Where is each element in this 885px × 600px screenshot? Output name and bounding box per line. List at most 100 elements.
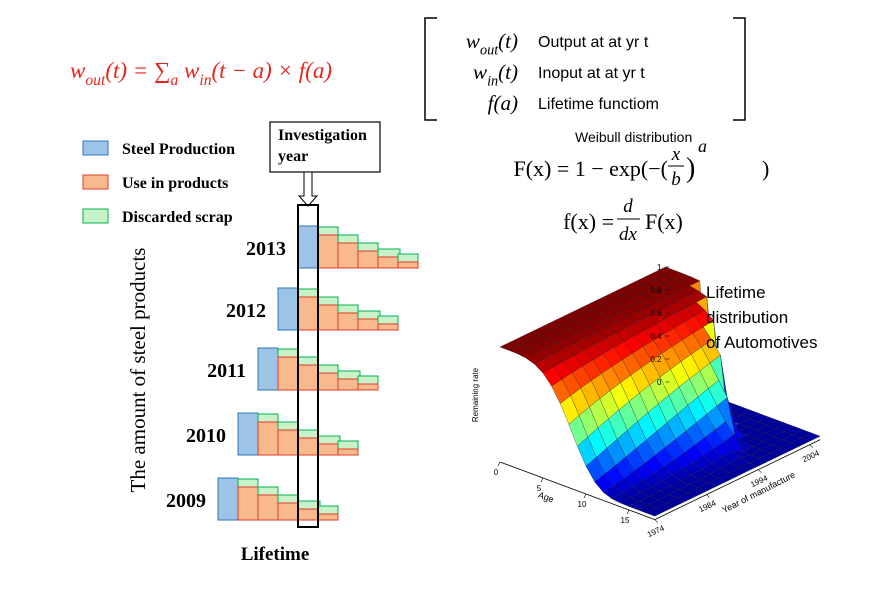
- bracket: [424, 17, 746, 121]
- definition: Lifetime functiom: [538, 96, 659, 113]
- legend-swatch: [82, 208, 109, 224]
- legend-label: Discarded scrap: [122, 209, 233, 226]
- math-part: w: [70, 58, 86, 83]
- scrap-bar: [317, 505, 339, 515]
- z-tick-label: 0: [657, 378, 662, 387]
- scrap-bar: [377, 315, 399, 325]
- math: f(a): [488, 91, 518, 115]
- cdf-close: ): [686, 153, 695, 184]
- use-bar: [297, 437, 319, 456]
- cdf-den: b: [671, 169, 681, 190]
- age-tick: [583, 493, 587, 499]
- math-part: w: [178, 58, 200, 83]
- z-tick-label: 0.8: [650, 286, 662, 295]
- math-part: (t − a) × f(a): [212, 58, 332, 83]
- scrap-bar: [317, 226, 339, 236]
- year-tick-label: 1984: [697, 498, 717, 514]
- definition: Inoput at at yr t: [538, 65, 645, 82]
- investigation-label: year: [278, 148, 308, 165]
- year-label: 2012: [226, 300, 266, 322]
- use-bar: [317, 513, 339, 521]
- scrap-bar: [297, 429, 319, 439]
- scrap-bar: [397, 253, 419, 263]
- use-bar: [357, 383, 379, 391]
- subscript: in: [199, 72, 211, 89]
- age-tick: [497, 461, 501, 467]
- axis-line: [654, 439, 821, 520]
- year-tick: [809, 444, 814, 448]
- scrap-bar: [357, 242, 379, 252]
- scrap-bar: [277, 421, 299, 431]
- use-bar: [237, 486, 259, 521]
- year-label: 2013: [246, 238, 286, 260]
- scrap-bar: [277, 494, 299, 504]
- use-bar: [357, 318, 381, 331]
- age-label: Age: [537, 490, 555, 505]
- pdf-rhs: F(x): [645, 209, 683, 234]
- scrap-bar: [297, 500, 321, 510]
- age-tick-label: 5: [537, 484, 542, 493]
- math-part: (t): [498, 29, 518, 53]
- production-bar: [277, 287, 299, 331]
- age-tick-label: 0: [494, 468, 499, 477]
- plot-title: distribution: [706, 308, 788, 327]
- use-bar: [337, 242, 359, 269]
- math: win(t): [473, 60, 518, 89]
- z-tick-label: 1: [657, 263, 662, 272]
- use-bar: [257, 421, 279, 456]
- scrap-bar: [357, 310, 381, 320]
- surface-patch: [645, 507, 666, 517]
- scrap-bar: [337, 440, 359, 450]
- production-bar: [297, 225, 319, 269]
- scrap-bar: [257, 486, 279, 496]
- y-axis-label: The amount of steel products: [126, 248, 150, 493]
- year-tick: [757, 469, 762, 473]
- math-part: f(a): [488, 91, 518, 115]
- scrap-bar: [317, 296, 339, 306]
- subscript: out: [85, 72, 106, 89]
- cdf-lhs: F(x) = 1 − exp(−(: [513, 156, 668, 181]
- scrap-bar: [317, 364, 339, 374]
- year-tick-label: 1974: [646, 523, 666, 539]
- investigation-label: Investigation: [278, 127, 367, 144]
- subscript: a: [170, 72, 178, 89]
- age-tick-label: 15: [621, 516, 630, 525]
- x-axis-label: Lifetime: [241, 544, 310, 565]
- pdf-num: d: [623, 196, 633, 217]
- year-label: 2009: [166, 490, 206, 512]
- year-label: 2010: [186, 425, 226, 447]
- z-tick-label: 0.2: [650, 355, 662, 364]
- pdf-lhs: f(x) =: [563, 209, 614, 234]
- investigation-box: [269, 121, 381, 173]
- age-tick: [626, 509, 630, 515]
- z-label: Remaining rate: [471, 367, 480, 422]
- use-bar: [257, 494, 279, 521]
- investigation-column: [297, 204, 319, 528]
- legend-label: Steel Production: [122, 141, 235, 158]
- use-bar: [317, 372, 339, 391]
- cdf-end: ): [762, 156, 769, 181]
- subscript: in: [487, 73, 498, 89]
- subscript: out: [480, 42, 499, 58]
- age-tick-label: 10: [578, 500, 587, 509]
- surface: 00.20.40.60.810510151974198419942004Rema…: [471, 263, 821, 539]
- arrow: [297, 171, 319, 207]
- scrap-bar: [257, 413, 279, 423]
- scrap-bar: [297, 288, 319, 298]
- use-bar: [397, 261, 419, 269]
- plot-title: of Automotives: [706, 333, 818, 352]
- use-bar: [377, 323, 399, 331]
- math-part: (t) = ∑: [105, 58, 170, 83]
- math: wout(t) = ∑a win(t − a) × f(a): [70, 58, 332, 89]
- use-bar: [277, 502, 299, 521]
- legend-label: Use in products: [122, 175, 228, 192]
- z-tick-label: 0.4: [650, 332, 662, 341]
- use-bar: [297, 364, 319, 391]
- age-tick: [540, 477, 544, 483]
- scrap-bar: [337, 370, 361, 380]
- cdf-exp: a: [698, 136, 707, 156]
- scrap-bar: [357, 375, 379, 385]
- use-bar: [337, 448, 359, 456]
- use-bar: [277, 356, 299, 391]
- use-bar: [317, 304, 339, 331]
